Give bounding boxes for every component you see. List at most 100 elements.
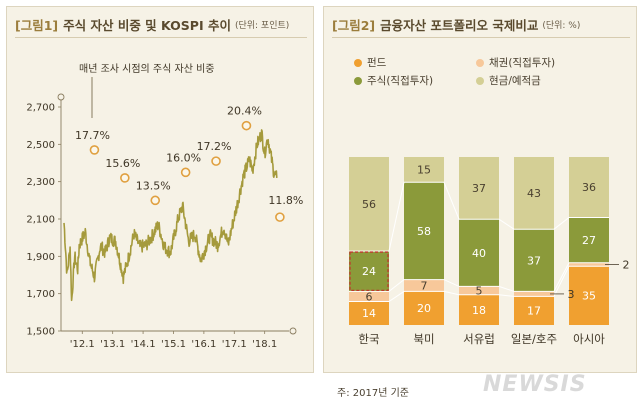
bar-segment bbox=[349, 157, 389, 252]
bar-value-label: 58 bbox=[417, 225, 431, 238]
bar-value-label: 17 bbox=[527, 305, 541, 318]
bar-segment bbox=[514, 229, 554, 292]
highlight-box bbox=[349, 251, 389, 292]
chart1-title-bar: [그림1] 주식 자산 비중 및 KOSPI 추이 (단위: 포인트) bbox=[15, 11, 307, 38]
bar-value-label: 7 bbox=[421, 280, 428, 293]
legend-item-stock: 주식(직접투자) bbox=[354, 73, 433, 88]
legend-item-cash: 현금/예적금 bbox=[476, 73, 541, 88]
y-tick-label: 1,900 bbox=[26, 252, 55, 263]
portfolio-chart: 14 6 24 56 20 7 58 15 18 5 40 37 17 37 43 35 27 36 3 2 한국 북미… bbox=[349, 157, 630, 346]
bar-value-label: 24 bbox=[362, 265, 376, 278]
bar-segment bbox=[404, 182, 444, 280]
footnote: 주: 2017년 기준 bbox=[337, 388, 409, 399]
bar-value-label: 20 bbox=[417, 302, 431, 315]
bar-value-label: 37 bbox=[527, 254, 541, 267]
share-dot bbox=[241, 120, 252, 131]
category-label: 북미 bbox=[413, 332, 434, 346]
share-label: 20.4% bbox=[227, 105, 262, 118]
chart1-title: 주식 자산 비중 및 KOSPI 추이 bbox=[63, 17, 231, 33]
bar-segment bbox=[569, 157, 609, 218]
x-tick-label: '16.1 bbox=[191, 339, 216, 350]
share-label: 17.2% bbox=[197, 140, 232, 153]
bar-value-labels: 14 6 24 56 20 7 58 15 18 5 40 37 17 37 43 35 27 36 3 2 bbox=[349, 164, 630, 320]
legend-label-cash: 현금/예적금 bbox=[489, 75, 541, 87]
category-label: 아시아 bbox=[573, 332, 605, 346]
bar-segment bbox=[569, 217, 609, 263]
legend-label-stock: 주식(직접투자) bbox=[367, 75, 434, 87]
share-dot bbox=[180, 167, 191, 178]
share-label: 16.0% bbox=[166, 151, 201, 164]
bar-value-label: 56 bbox=[362, 198, 376, 211]
stack-connector bbox=[349, 181, 609, 252]
bar-value-label: 27 bbox=[582, 234, 596, 247]
y-tick-label: 2,700 bbox=[26, 103, 55, 114]
legend-swatch-cash bbox=[476, 76, 484, 85]
legend-label-fund: 펀드 bbox=[367, 57, 387, 69]
bar-segment bbox=[514, 157, 554, 230]
share-label: 13.5% bbox=[136, 179, 171, 192]
bar-segment bbox=[404, 279, 444, 292]
category-label: 일본/호주 bbox=[511, 332, 557, 346]
category-labels: 한국 북미 서유럽 일본/호주 아시아 bbox=[358, 332, 605, 346]
bar-value-label: 14 bbox=[362, 307, 376, 320]
x-tick-label: '12.1 bbox=[70, 339, 95, 350]
chart1-axes: 1,500 1,700 1,900 2,100 2,300 2,500 2,700 '12.1… bbox=[26, 93, 297, 350]
x-tick-label: '17.1 bbox=[222, 339, 247, 350]
kospi-panel: [그림1] 주식 자산 비중 및 KOSPI 추이 (단위: 포인트) 1,50… bbox=[6, 6, 314, 373]
bar-segment bbox=[404, 157, 444, 183]
chart2-unit: (단위: %) bbox=[542, 20, 581, 31]
bar-value-label: 6 bbox=[366, 290, 373, 303]
kospi-line bbox=[63, 129, 278, 302]
bar-segment bbox=[404, 291, 444, 325]
legend-item-bond: 채권(직접투자) bbox=[476, 55, 555, 70]
x-tick-label: '15.1 bbox=[161, 339, 186, 350]
bar-value-label: 36 bbox=[582, 181, 596, 194]
y-tick-label: 1,700 bbox=[26, 289, 55, 300]
share-label: 15.6% bbox=[105, 157, 140, 170]
bar-segment bbox=[349, 301, 389, 325]
stacked-bars bbox=[349, 157, 609, 325]
share-dot bbox=[150, 195, 161, 206]
chart1-tag: [그림1] bbox=[15, 17, 59, 33]
bar-segment bbox=[569, 266, 609, 325]
x-axis-end-marker bbox=[289, 327, 297, 335]
bar-segment bbox=[514, 291, 554, 297]
bar-segment bbox=[514, 296, 554, 325]
bar-segment bbox=[459, 157, 499, 220]
bar-segment bbox=[459, 294, 499, 325]
bar-value-label: 37 bbox=[472, 182, 486, 195]
bar-segment bbox=[569, 262, 609, 267]
callout-label: 2 bbox=[623, 259, 630, 272]
category-label: 한국 bbox=[358, 332, 379, 346]
share-dot bbox=[120, 173, 130, 183]
bar-segment bbox=[349, 291, 389, 302]
stack-connector bbox=[349, 262, 609, 292]
legend-swatch-bond bbox=[476, 58, 484, 67]
chart2-tag: [그림2] bbox=[332, 17, 376, 33]
x-tick-label: '13.1 bbox=[100, 339, 125, 350]
callout-label: 3 bbox=[568, 288, 575, 301]
bar-value-label: 5 bbox=[476, 285, 483, 298]
chart1-unit: (단위: 포인트) bbox=[234, 20, 290, 31]
bar-segment bbox=[459, 286, 499, 295]
share-label: 17.7% bbox=[75, 129, 110, 142]
bar-segment bbox=[349, 251, 389, 292]
bar-value-label: 43 bbox=[527, 187, 541, 200]
category-label: 서유럽 bbox=[463, 332, 495, 346]
bar-value-label: 35 bbox=[582, 290, 596, 303]
chart2-title: 금융자산 포트폴리오 국제비교 bbox=[380, 17, 539, 33]
share-label: 11.8% bbox=[268, 194, 303, 207]
bar-segment bbox=[459, 219, 499, 287]
share-dot bbox=[89, 145, 100, 155]
y-tick-label: 1,500 bbox=[26, 327, 55, 338]
chart1-annotation: 매년 조사 시점의 주식 자산 비중 bbox=[79, 63, 215, 75]
share-dot bbox=[211, 156, 221, 166]
legend-swatch-fund bbox=[354, 58, 362, 67]
stock-share-dots: 17.7% 15.6% 13.5% 16.0%17.2% 20.4% 11.8% bbox=[75, 105, 303, 222]
portfolio-panel: [그림2] 금융자산 포트폴리오 국제비교 (단위: %) 펀드 채권(직접투자… bbox=[323, 6, 637, 373]
bar-value-label: 18 bbox=[472, 304, 486, 317]
chart2-title-bar: [그림2] 금융자산 포트폴리오 국제비교 (단위: %) bbox=[332, 11, 630, 38]
legend-item-fund: 펀드 bbox=[354, 55, 386, 70]
kospi-line-group bbox=[63, 129, 278, 302]
y-tick-label: 2,300 bbox=[26, 177, 55, 188]
